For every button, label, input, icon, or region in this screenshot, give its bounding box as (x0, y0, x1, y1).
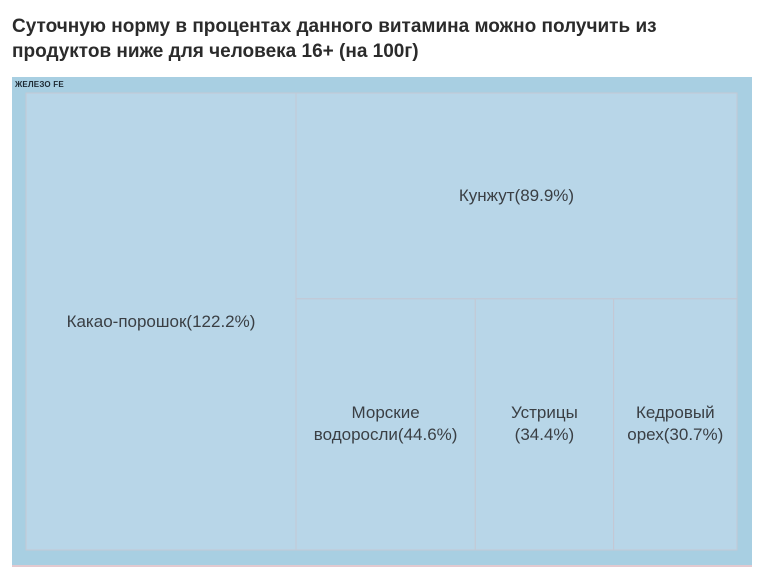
group-label: ЖЕЛЕЗО FE (15, 80, 64, 89)
treemap-chart: ЖЕЛЕЗО FE Какао-порошок(122.2%) Кунжут(89… (12, 77, 752, 567)
treemap-cell[interactable] (613, 298, 738, 551)
treemap-cell[interactable] (295, 298, 476, 551)
treemap-cell[interactable] (474, 298, 615, 551)
treemap-cell[interactable] (25, 92, 297, 551)
treemap-cell[interactable] (295, 92, 738, 300)
treemap-svg (25, 92, 738, 551)
chart-title: Суточную норму в процентах данного витам… (12, 16, 657, 62)
